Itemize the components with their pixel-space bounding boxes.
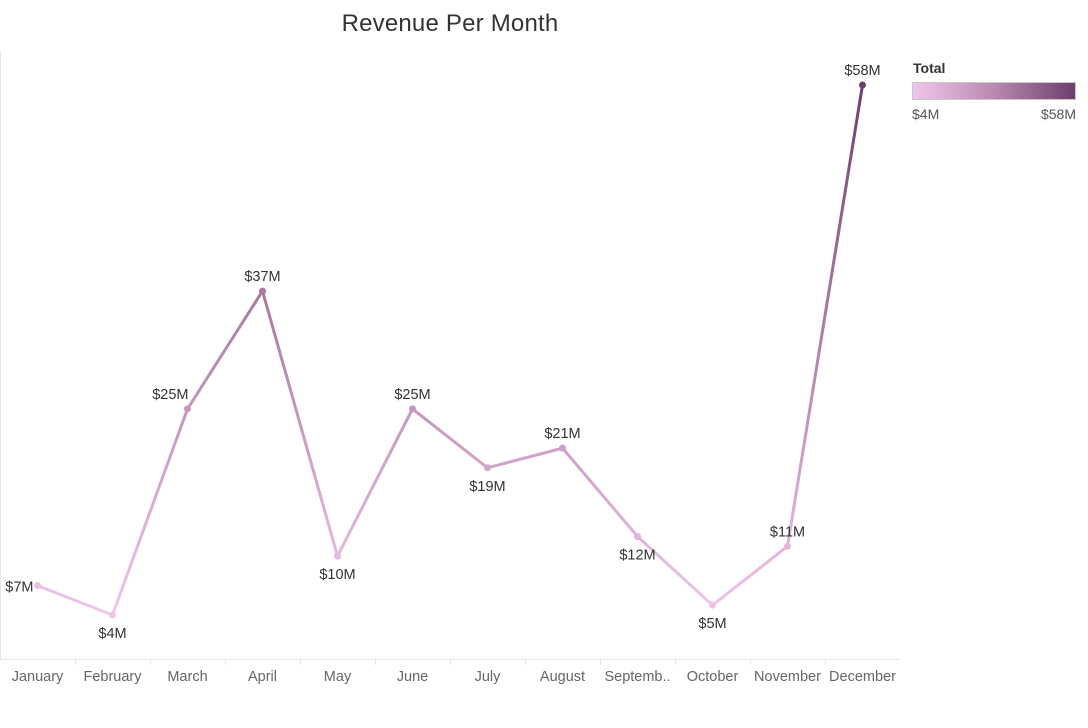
- data-point[interactable]: [559, 444, 566, 452]
- data-point[interactable]: [109, 611, 116, 619]
- data-points: [34, 81, 866, 619]
- x-tick-label: April: [248, 669, 277, 685]
- x-tick-label: March: [167, 669, 207, 685]
- data-label: $12M: [619, 547, 655, 563]
- x-tick-label: July: [475, 669, 502, 685]
- x-axis-ticks: [75, 660, 826, 665]
- data-point[interactable]: [334, 552, 341, 560]
- chart-title: Revenue Per Month: [341, 10, 559, 37]
- line-segment: [711, 544, 789, 607]
- line-segment: [786, 83, 864, 548]
- x-tick-label: October: [687, 669, 739, 685]
- data-point[interactable]: [859, 81, 866, 89]
- data-point[interactable]: [634, 532, 641, 540]
- line-segment: [636, 534, 714, 607]
- x-tick-label: February: [83, 669, 142, 685]
- line-segment: [411, 407, 489, 470]
- x-axis-labels: January February March April May June July Augu…: [12, 669, 896, 685]
- data-label: $5M: [698, 616, 726, 632]
- x-tick-label: December: [829, 669, 896, 685]
- legend-min-label: $4M: [912, 106, 940, 122]
- x-tick-label: June: [397, 669, 428, 685]
- x-tick-label: May: [324, 669, 352, 685]
- data-label: $37M: [244, 269, 280, 285]
- line-segment: [111, 407, 189, 617]
- data-labels: $7M $4M $25M $37M $10M $25M $19M $21M $12M $5M $11…: [5, 63, 880, 642]
- data-point[interactable]: [709, 601, 716, 609]
- legend-max-label: $58M: [1040, 106, 1076, 122]
- line-segment: [561, 446, 639, 538]
- line-segment: [486, 446, 564, 470]
- data-point[interactable]: [484, 464, 491, 472]
- line-segment: [336, 407, 414, 558]
- line-segment: [261, 289, 339, 558]
- x-tick-label: Septemb..: [604, 669, 670, 685]
- x-tick-label: January: [12, 669, 64, 685]
- data-label: $7M: [5, 580, 33, 596]
- line-segment: [36, 584, 114, 617]
- data-label: $58M: [844, 63, 880, 79]
- data-label: $25M: [394, 387, 430, 403]
- data-label: $11M: [770, 524, 805, 540]
- color-legend: Total $4M $58M: [912, 60, 1084, 122]
- data-point[interactable]: [784, 542, 791, 550]
- data-point[interactable]: [259, 287, 266, 295]
- data-label: $25M: [152, 387, 188, 403]
- legend-title: Total: [913, 60, 946, 76]
- x-tick-label: November: [754, 669, 821, 685]
- data-point[interactable]: [409, 405, 416, 413]
- data-point[interactable]: [34, 582, 41, 590]
- data-label: $10M: [319, 567, 355, 583]
- legend-gradient-bar: [912, 82, 1076, 100]
- line-segment: [186, 289, 264, 411]
- data-label: $21M: [544, 426, 580, 442]
- x-tick-label: August: [540, 669, 585, 685]
- data-label: $19M: [469, 479, 505, 495]
- data-label: $4M: [98, 626, 126, 642]
- data-point[interactable]: [184, 405, 191, 413]
- legend-range-labels: $4M $58M: [912, 106, 1076, 122]
- line-series: [36, 83, 864, 617]
